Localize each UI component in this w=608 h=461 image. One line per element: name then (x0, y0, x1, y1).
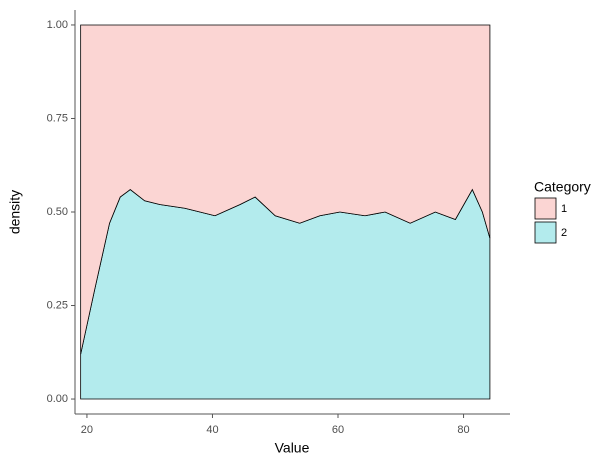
legend-key (534, 197, 557, 220)
x-tick-label: 80 (457, 424, 469, 436)
x-tick-label: 60 (332, 424, 344, 436)
x-axis-title: Value (275, 440, 310, 456)
y-tick-label: 0.50 (47, 206, 68, 218)
y-tick-label: 0.25 (47, 299, 68, 311)
y-tick-label: 1.00 (47, 19, 68, 31)
x-tick-label: 20 (81, 424, 93, 436)
legend-key (534, 221, 557, 244)
y-tick-label: 0.75 (47, 112, 68, 124)
y-tick-label: 0.00 (47, 393, 68, 405)
legend-title: Category (534, 179, 591, 195)
x-tick-label: 40 (206, 424, 218, 436)
area (80, 188, 491, 400)
legend-label: 1 (561, 203, 567, 215)
area (80, 24, 491, 355)
legend-label: 2 (561, 227, 567, 239)
y-axis-title: density (7, 190, 23, 234)
